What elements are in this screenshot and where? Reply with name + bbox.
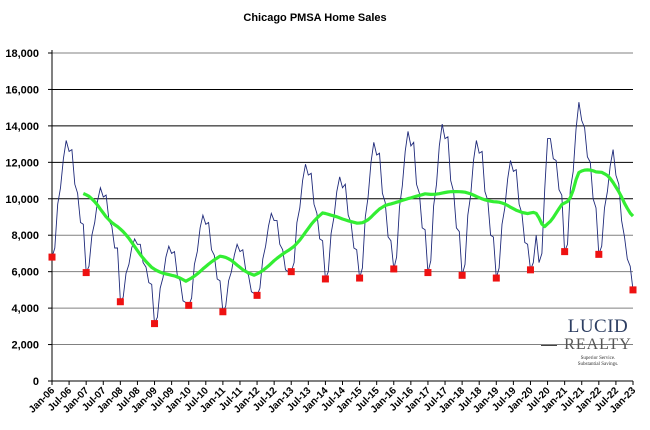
january-sales-marker	[356, 274, 364, 282]
january-sales-marker	[116, 298, 124, 306]
y-tick-label: 14,000	[5, 121, 39, 133]
y-tick-label: 4,000	[11, 303, 39, 315]
chart-title: Chicago PMSA Home Sales	[243, 12, 386, 24]
y-tick-label: 18,000	[5, 48, 39, 60]
logo-tagline1: Superior Service.	[580, 356, 616, 361]
january-sales-marker	[253, 291, 261, 299]
january-sales-marker	[629, 286, 637, 294]
y-tick-label: 8,000	[11, 230, 39, 242]
january-sales-marker	[151, 320, 159, 328]
monthly-sales-line	[51, 102, 634, 324]
gridlines	[51, 50, 633, 382]
y-tick-label: 12,000	[5, 157, 39, 169]
january-sales-marker	[287, 268, 295, 276]
logo-line2: REALTY	[564, 336, 632, 353]
logo-rule	[541, 345, 557, 346]
series-layer	[48, 102, 637, 328]
y-tick-label: 0	[33, 376, 39, 388]
y-tick-label: 10,000	[5, 194, 39, 206]
x-axis-ticks: Jan-06Jul-06Jan-07Jul-07Jan-08Jul-08Jan-…	[27, 381, 638, 416]
moving-average-line	[82, 168, 635, 283]
y-axis-ticks: 0 2,000 4,000 6,000 8,000 10,000 12,000 14,000 1…	[5, 48, 52, 388]
january-sales-marker	[526, 266, 534, 274]
y-tick-label: 2,000	[11, 340, 39, 352]
january-sales-marker	[561, 248, 569, 256]
y-tick-label: 16,000	[5, 84, 39, 96]
january-sales-marker	[185, 301, 193, 309]
january-sales-marker	[458, 271, 466, 279]
lucid-realty-logo: LUCID REALTY Superior Service. Substanti…	[541, 316, 643, 368]
january-sales-marker	[82, 269, 90, 277]
january-sales-marker	[321, 275, 329, 283]
january-sales-marker	[219, 308, 227, 316]
y-tick-label: 6,000	[11, 267, 39, 279]
january-sales-marker	[48, 253, 56, 261]
january-sales-marker	[424, 269, 432, 277]
january-sales-marker	[390, 265, 398, 273]
january-sales-marker	[595, 250, 603, 258]
january-sales-marker	[492, 274, 500, 282]
logo-line1: LUCID	[567, 316, 629, 337]
logo-tagline2: Substantial Savings.	[577, 362, 619, 367]
